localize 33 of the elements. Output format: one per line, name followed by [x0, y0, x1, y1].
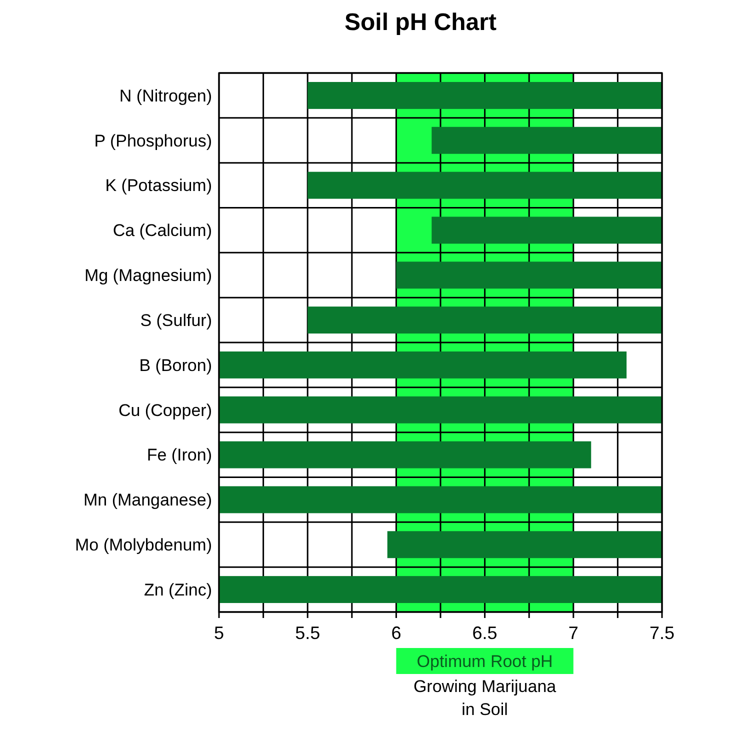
- x-tick-label: 7.5: [649, 623, 675, 643]
- bar: [432, 216, 662, 244]
- chart-title: Soil pH Chart: [344, 9, 497, 36]
- bar: [308, 172, 662, 199]
- bar: [219, 486, 662, 514]
- y-tick-label: Cu (Copper): [118, 400, 212, 420]
- bar: [308, 82, 662, 109]
- y-tick-label: B (Boron): [139, 356, 212, 375]
- bar: [308, 306, 662, 334]
- y-tick-label: K (Potassium): [105, 176, 212, 196]
- bar: [219, 576, 662, 604]
- text: Growing Marijuana in Soil: [413, 677, 557, 719]
- x-tick-label: 6: [391, 623, 402, 643]
- x-tick-label: 5: [214, 623, 224, 643]
- bar: [219, 396, 662, 424]
- y-tick-label: P (Phosphorus): [94, 131, 212, 150]
- y-tick-label: Fe (Iron): [146, 446, 212, 465]
- y-tick-label: Ca (Calcium): [112, 221, 212, 240]
- y-tick-label: Mo (Molybdenum): [75, 536, 212, 555]
- y-tick-label: Zn (Zinc): [144, 580, 212, 600]
- bar: [219, 441, 592, 468]
- y-tick-label: Mg (Magnesium): [84, 266, 212, 286]
- bar: [219, 351, 627, 378]
- x-tick-label: 7: [568, 623, 578, 643]
- y-tick-label: S (Sulfur): [140, 310, 212, 330]
- y-tick-label: N (Nitrogen): [119, 86, 212, 106]
- x-tick-label: 6.5: [472, 623, 498, 643]
- bar: [432, 126, 662, 154]
- x-tick-label: 5.5: [295, 623, 320, 643]
- bar: [387, 531, 662, 558]
- bar: [396, 262, 662, 289]
- y-tick-label: Mn (Manganese): [83, 490, 212, 510]
- band-label: Optimum Root pH: [416, 652, 553, 671]
